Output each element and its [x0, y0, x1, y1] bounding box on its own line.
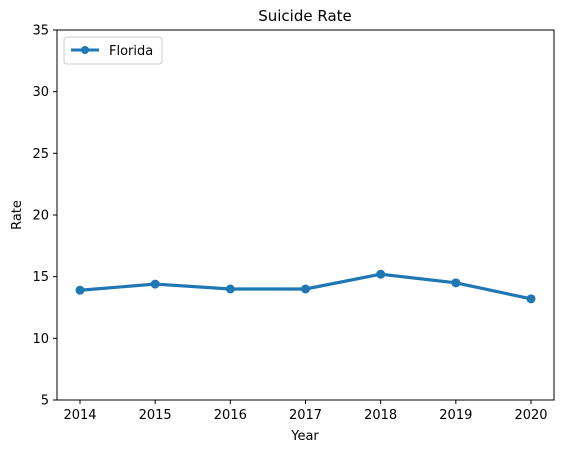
y-tick-label: 10 [32, 332, 49, 347]
y-axis-label: Rate [10, 200, 25, 230]
y-tick-label: 5 [41, 394, 49, 409]
legend: Florida [63, 36, 163, 65]
data-point [75, 285, 85, 295]
y-tick-label: 35 [32, 24, 49, 39]
x-tick-label: 2019 [439, 408, 472, 423]
x-tick-label: 2020 [514, 408, 547, 423]
legend-box [63, 36, 163, 65]
y-axis: 5 10 15 20 25 30 35 [32, 24, 57, 409]
data-point [526, 294, 536, 304]
series-layer [75, 269, 536, 304]
y-tick-label: 20 [32, 209, 49, 224]
x-tick-label: 2016 [214, 408, 247, 423]
data-point [225, 284, 235, 294]
y-tick-label: 30 [32, 85, 49, 100]
x-axis: 2014 2015 2016 2017 2018 2019 2020 [63, 400, 548, 423]
legend-point-marker [81, 46, 89, 54]
x-tick-label: 2017 [289, 408, 322, 423]
x-axis-label: Year [290, 429, 319, 444]
x-tick-label: 2015 [139, 408, 172, 423]
data-point [150, 279, 160, 289]
x-tick-label: 2018 [364, 408, 397, 423]
data-point [301, 284, 310, 294]
plot-area [56, 29, 555, 401]
y-tick-label: 15 [32, 270, 49, 285]
legend-label: Florida [109, 44, 153, 59]
chart-title: Suicide Rate [258, 7, 352, 25]
data-point [451, 278, 461, 288]
data-point [376, 269, 386, 279]
y-tick-label: 25 [32, 147, 49, 162]
x-tick-label: 2014 [63, 408, 96, 423]
